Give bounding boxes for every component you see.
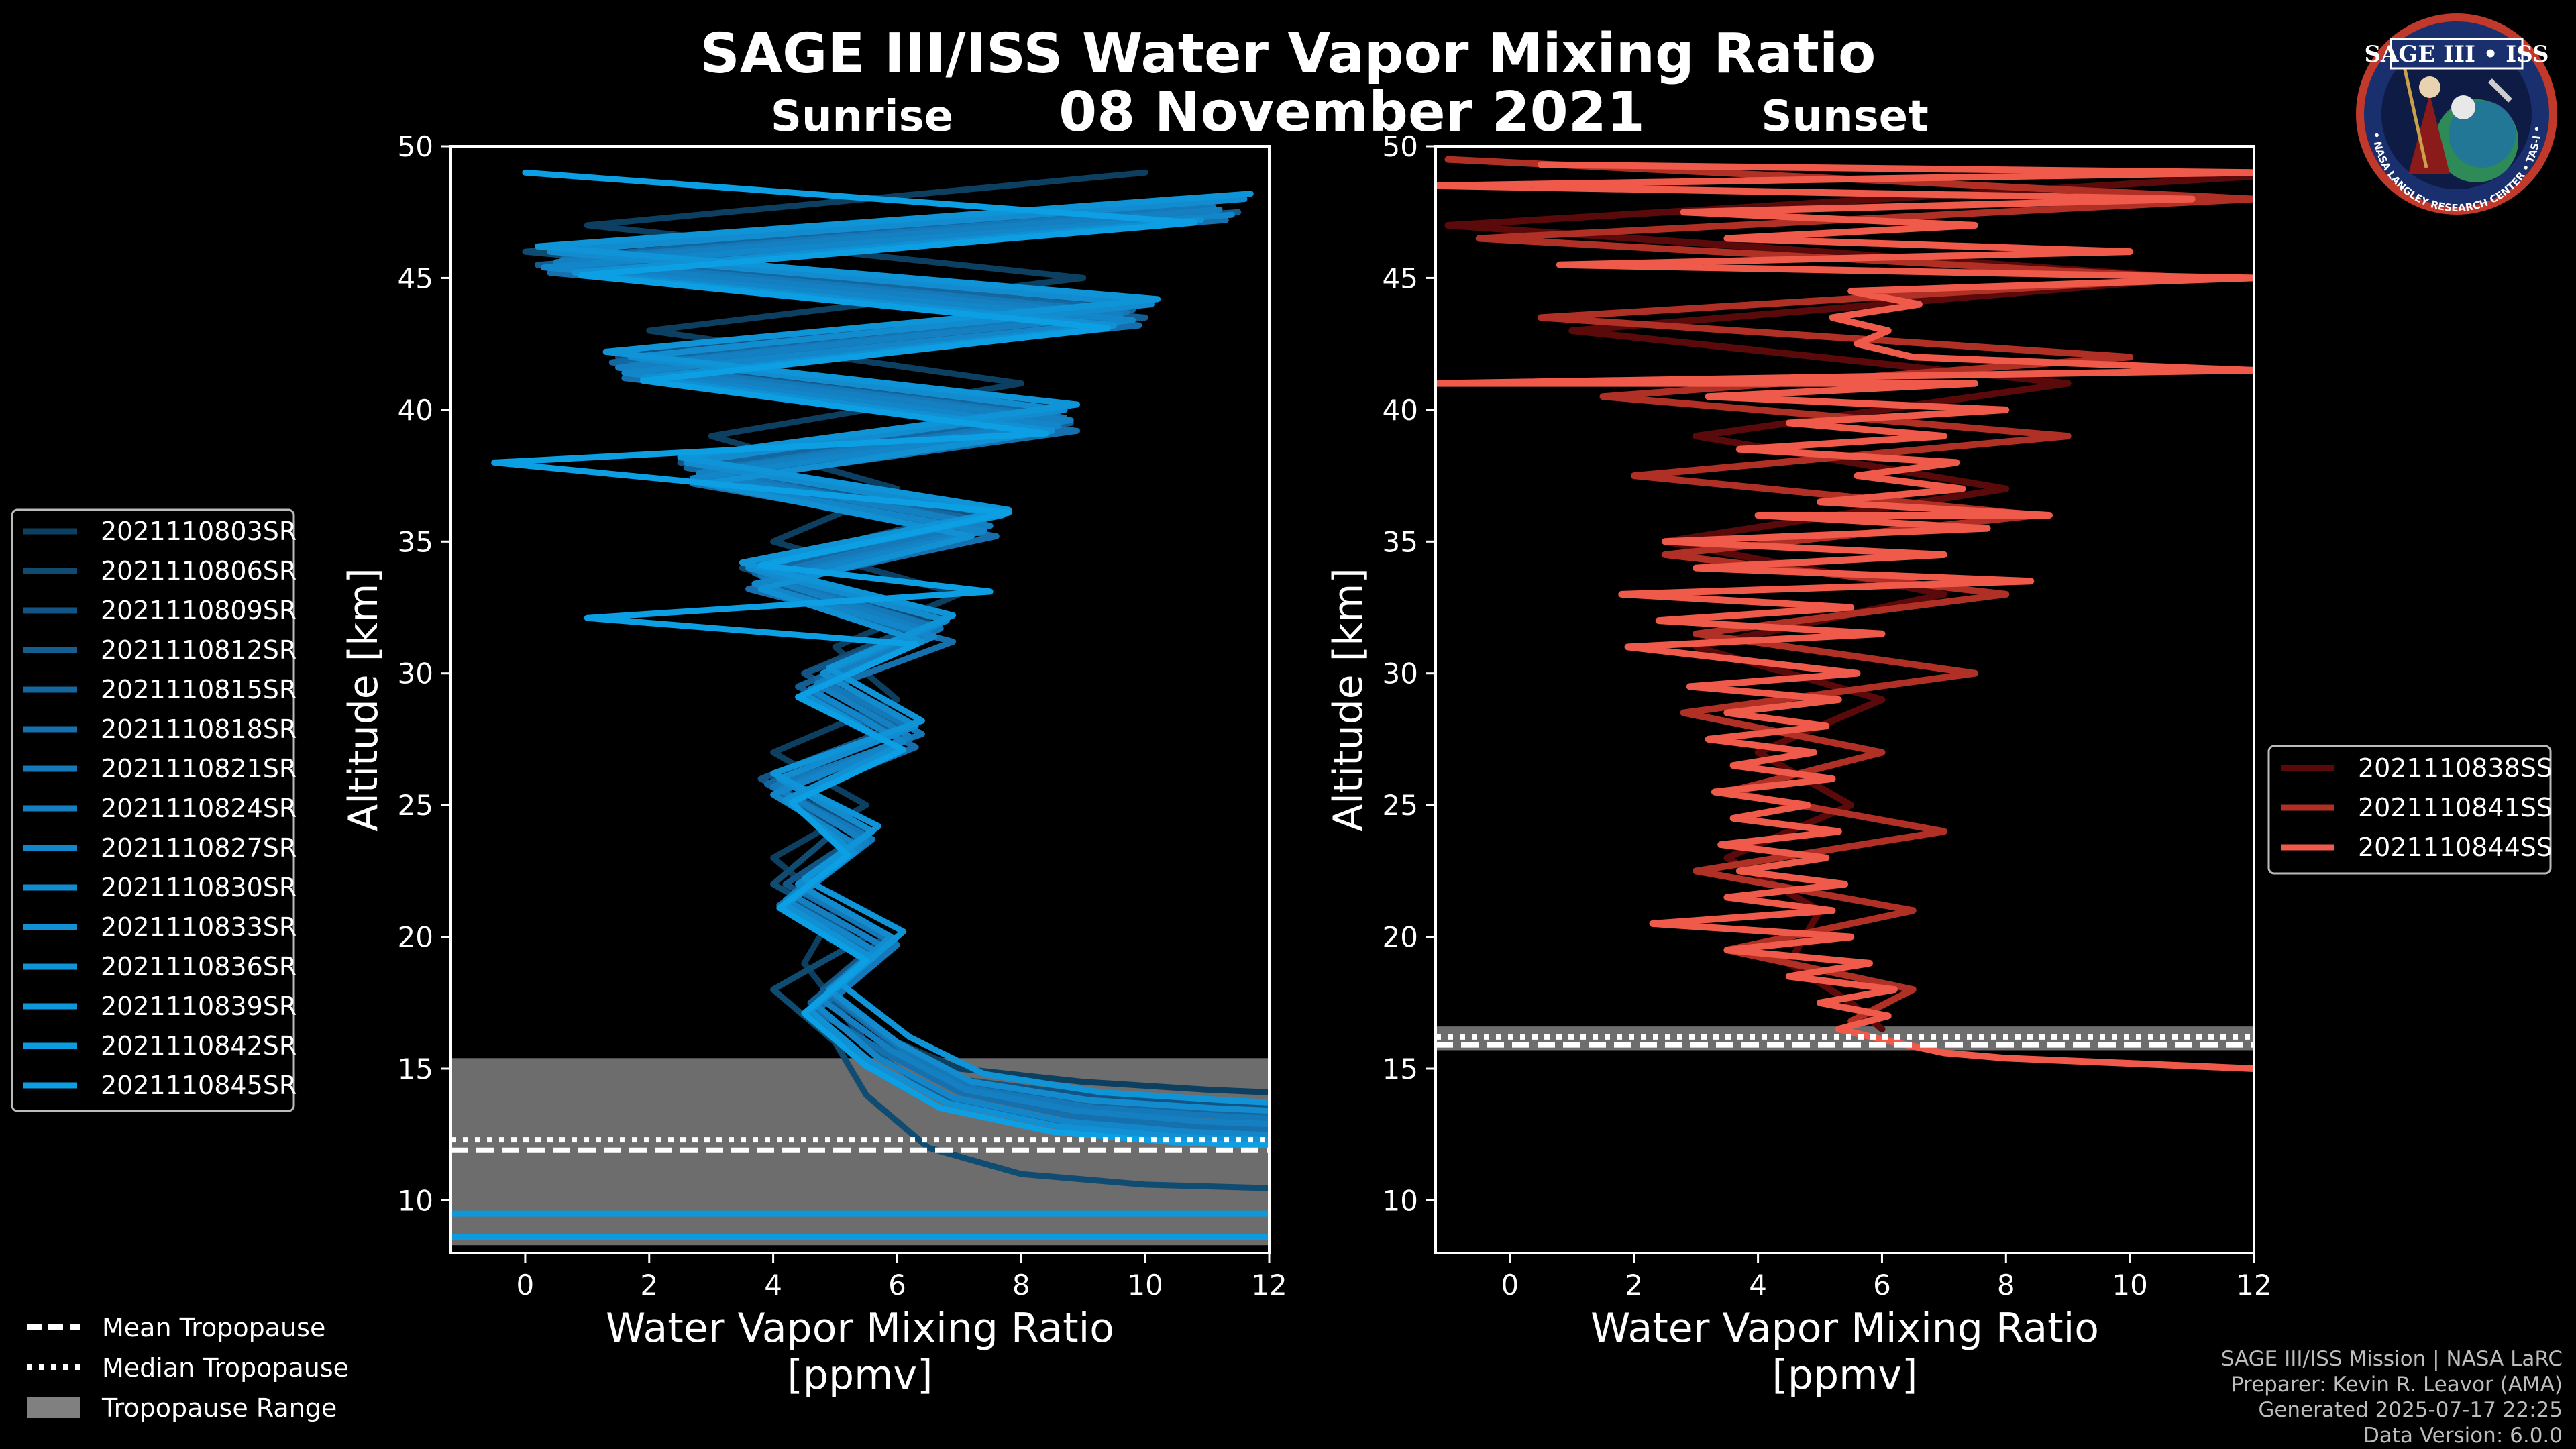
- sunset-legend-label: 2021110841SS: [2358, 793, 2553, 822]
- sunrise-legend-label: 2021110818SR: [101, 714, 297, 744]
- sunset-ytick-label: 30: [1383, 657, 1418, 690]
- sunrise-xtick-label: 10: [1127, 1269, 1163, 1301]
- sunrise-xtick-label: 6: [888, 1269, 906, 1301]
- sage-mission-logo: SAGE III • ISS BALL • NASA LANGLEY RESEA…: [2356, 13, 2557, 215]
- sunrise-axes-frame: [449, 145, 1271, 1254]
- sunrise-plot: 0 2 4 6 8 10 12 10 15 20 25 30 35 40 45 50 Altitude [km…: [340, 130, 1287, 1399]
- sunrise-legend-label: 2021110827SR: [101, 833, 297, 863]
- sunrise-ylabel: Altitude [km]: [340, 568, 387, 832]
- sunrise-legend-label: 2021110824SR: [101, 794, 297, 823]
- sunset-ytick-label: 10: [1383, 1184, 1418, 1217]
- sunrise-series-2021110827SR: [541, 211, 1269, 1138]
- sunset-panel-title: Sunset: [1761, 92, 1928, 142]
- sunrise-ytick-label: 20: [398, 921, 433, 954]
- sunrise-legend-label: 2021110812SR: [101, 635, 297, 665]
- sunrise-legend-label: 2021110845SR: [101, 1071, 297, 1100]
- sunrise-legend-label: 2021110803SR: [101, 517, 297, 546]
- sunrise-xlabel-line2: [ppmv]: [788, 1352, 933, 1399]
- sunset-xtick-label: 8: [1997, 1269, 2015, 1301]
- sunset-xtick-label: 0: [1501, 1269, 1519, 1301]
- sunrise-legend-label: 2021110842SR: [101, 1031, 297, 1061]
- tropopause-range-label: Tropopause Range: [101, 1393, 337, 1423]
- sunset-legend-label: 2021110844SS: [2358, 833, 2553, 862]
- sunset-xtick-label: 4: [1749, 1269, 1767, 1301]
- sunrise-panel-title: Sunrise: [771, 92, 953, 142]
- sunrise-legend-label: 2021110839SR: [101, 991, 297, 1021]
- sunrise-xtick-label: 4: [764, 1269, 782, 1301]
- sunrise-legend-label: 2021110806SR: [101, 556, 297, 586]
- sunset-ytick-label: 20: [1383, 921, 1418, 954]
- sunset-xlabel-line1: Water Vapor Mixing Ratio: [1591, 1305, 2099, 1352]
- sunset-series-2021110841SS: [1444, 156, 2254, 1025]
- sunrise-ytick-label: 25: [398, 789, 433, 822]
- sunset-xtick-label: 6: [1873, 1269, 1891, 1301]
- footer-line-2: Preparer: Kevin R. Leavor (AMA): [2231, 1373, 2563, 1397]
- sunrise-legend: 2021110803SR 2021110806SR 2021110809SR 2021…: [11, 508, 297, 1112]
- sunrise-ytick-label: 40: [398, 394, 433, 427]
- sunrise-series-2021110824SR: [553, 206, 1269, 1128]
- sunrise-legend-label: 2021110836SR: [101, 952, 297, 981]
- sunset-legend: 2021110838SS 2021110841SS 2021110844SS: [2267, 745, 2553, 875]
- sunrise-series-2021110845SR: [491, 169, 1269, 1149]
- sunrise-ytick-label: 50: [398, 130, 433, 163]
- sunrise-legend-label: 2021110815SR: [101, 675, 297, 704]
- sunset-ytick-label: 25: [1383, 789, 1418, 822]
- sunset-series-2021110844SS: [1436, 161, 2254, 1072]
- sunset-ytick-label: 15: [1383, 1053, 1418, 1085]
- sunrise-xtick-label: 0: [517, 1269, 535, 1301]
- sunrise-xtick-label: 12: [1251, 1269, 1287, 1301]
- sunset-ytick-label: 50: [1383, 130, 1418, 163]
- sunset-xlabel-line2: [ppmv]: [1772, 1352, 1918, 1399]
- sunset-ytick-label: 45: [1383, 262, 1418, 294]
- footer-line-4: Data Version: 6.0.0: [2363, 1424, 2563, 1448]
- logo-title: SAGE III • ISS: [2364, 41, 2548, 68]
- mean-tropopause-label: Mean Tropopause: [102, 1313, 325, 1342]
- sunrise-xtick-label: 8: [1012, 1269, 1030, 1301]
- median-tropopause-label: Median Tropopause: [102, 1353, 349, 1383]
- figure-title: SAGE III/ISS Water Vapor Mixing Ratio: [700, 22, 1876, 86]
- sunset-axes-frame: [1434, 145, 2255, 1254]
- sunrise-legend-label: 2021110809SR: [101, 596, 297, 625]
- sunrise-legend-label: 2021110830SR: [101, 873, 297, 902]
- sunrise-xlabel-line1: Water Vapor Mixing Ratio: [606, 1305, 1114, 1352]
- sunset-ytick-label: 35: [1383, 525, 1418, 558]
- figure-date: 08 November 2021: [1059, 80, 1645, 144]
- sunset-xtick-label: 10: [2112, 1269, 2147, 1301]
- sunrise-xtick-label: 2: [640, 1269, 658, 1301]
- sunrise-ytick-label: 10: [398, 1184, 433, 1217]
- sunrise-ytick-label: 15: [398, 1053, 433, 1085]
- sunset-legend-label: 2021110838SS: [2358, 753, 2553, 783]
- sunrise-legend-label: 2021110821SR: [101, 754, 297, 784]
- footer-line-1: SAGE III/ISS Mission | NASA LaRC: [2221, 1347, 2563, 1371]
- sunset-ytick-label: 40: [1383, 394, 1418, 427]
- tropopause-legend: Mean Tropopause Median Tropopause Tropop…: [27, 1313, 349, 1423]
- sunrise-ytick-label: 45: [398, 262, 433, 294]
- sunset-xtick-label: 12: [2236, 1269, 2271, 1301]
- sunset-xtick-label: 2: [1625, 1269, 1643, 1301]
- tropopause-range-swatch: [27, 1397, 80, 1418]
- sunset-ylabel: Altitude [km]: [1325, 568, 1372, 832]
- sunset-plot: 0 2 4 6 8 10 12 10 15 20 25 30 35 40 45 50 Altitude [km…: [1325, 130, 2272, 1399]
- sunrise-ytick-label: 35: [398, 525, 433, 558]
- sunrise-legend-label: 2021110833SR: [101, 912, 297, 942]
- footer-line-3: Generated 2025-07-17 22:25: [2258, 1398, 2563, 1422]
- sunrise-ytick-label: 30: [398, 657, 433, 690]
- footer-credits: SAGE III/ISS Mission | NASA LaRC Prepare…: [2221, 1347, 2563, 1448]
- sunrise-series-2021110821SR: [559, 203, 1269, 1122]
